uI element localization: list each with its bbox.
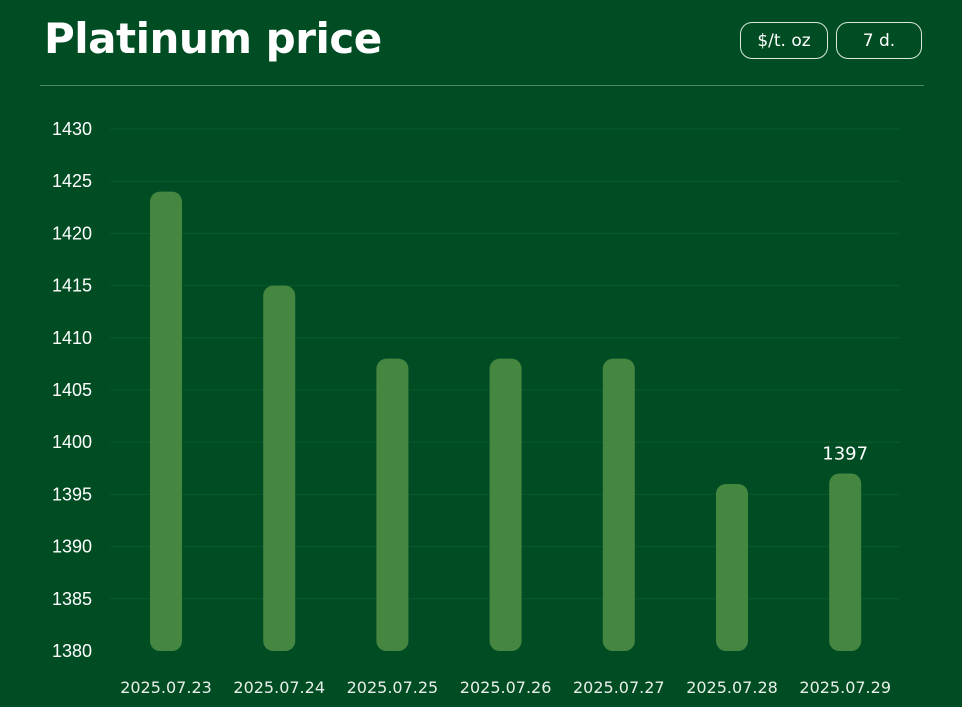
x-tick-label: 2025.07.23 [120,678,212,697]
x-tick-label: 2025.07.25 [347,678,439,697]
bar [150,191,182,651]
x-tick-label: 2025.07.27 [573,678,665,697]
y-tick-label: 1405 [52,380,92,400]
bar [376,358,409,651]
data-label: 1397 [822,444,868,465]
unit-selector-button[interactable]: $/t. oz [740,22,828,59]
y-tick-label: 1420 [52,223,92,243]
y-tick-label: 1410 [52,328,92,348]
y-tick-label: 1380 [52,641,92,661]
bar [829,473,862,651]
bar [716,483,748,651]
y-tick-label: 1430 [52,119,92,139]
y-tick-label: 1385 [52,589,92,609]
y-tick-label: 1415 [52,276,92,296]
bar [602,358,635,651]
y-tick-label: 1425 [52,171,92,191]
x-tick-label: 2025.07.28 [686,678,778,697]
y-tick-label: 1400 [52,432,92,452]
x-tick-label: 2025.07.29 [799,678,891,697]
page-title: Platinum price [44,14,382,63]
period-selector-button[interactable]: 7 d. [836,22,922,59]
x-tick-label: 2025.07.24 [233,678,325,697]
y-tick-label: 1390 [52,537,92,557]
bar [263,285,296,651]
x-tick-label: 2025.07.26 [460,678,552,697]
bar [489,358,522,651]
header-divider [40,85,924,86]
y-tick-label: 1395 [52,484,92,504]
